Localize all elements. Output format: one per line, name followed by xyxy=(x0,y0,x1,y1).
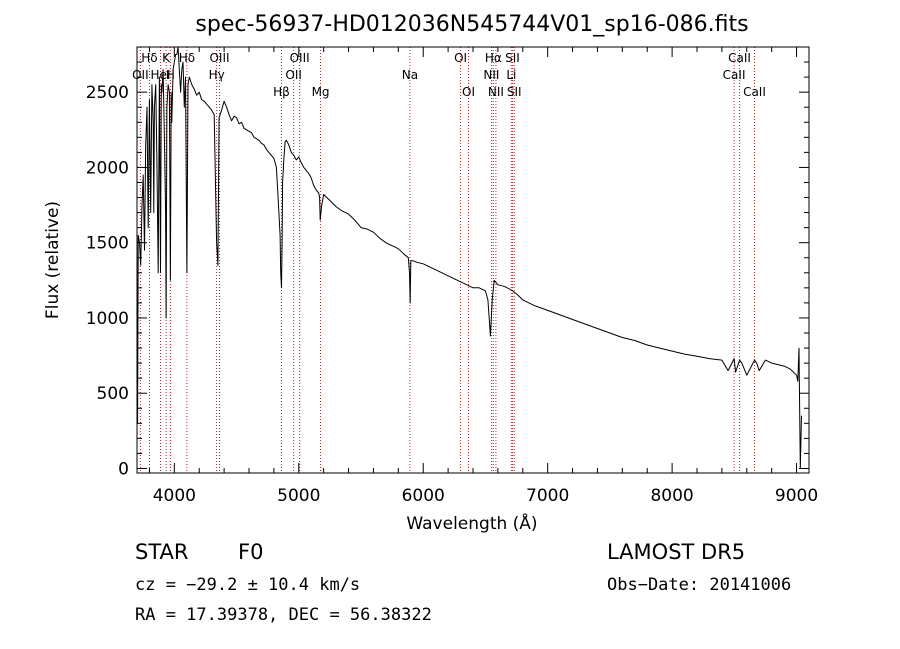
marker-label-0: Hδ xyxy=(141,51,157,65)
chart-title: spec-56937-HD012036N545744V01_sp16-086.f… xyxy=(195,12,748,37)
marker-label-20: SII xyxy=(507,85,522,99)
marker-label-19: NII xyxy=(488,85,504,99)
marker-label-5: H xyxy=(166,68,175,82)
x-tick-label-0: 4000 xyxy=(153,486,196,506)
marker-label-21: CaII xyxy=(728,51,751,65)
x-tick-label-3: 7000 xyxy=(526,486,569,506)
marker-label-16: SII xyxy=(505,51,520,65)
y-tick-label-2: 1000 xyxy=(86,309,129,329)
line-markers xyxy=(139,47,755,473)
x-tick-label-4: 8000 xyxy=(650,486,693,506)
marker-label-6: OIII xyxy=(209,51,229,65)
marker-label-9: OII xyxy=(285,68,302,82)
x-tick-label-5: 9000 xyxy=(775,486,818,506)
marker-label-4: HeI xyxy=(151,68,171,82)
y-tick-label-0: 0 xyxy=(118,459,129,479)
x-tick-label-2: 6000 xyxy=(402,486,445,506)
y-tick-label-5: 2500 xyxy=(86,83,129,103)
marker-label-11: Mg xyxy=(312,85,330,99)
spectrum-line xyxy=(136,46,802,469)
y-axis-ticks: 0 500 1000 1500 2000 2500 xyxy=(86,61,809,479)
marker-label-23: CaII xyxy=(743,85,766,99)
marker-label-12: Na xyxy=(402,68,418,82)
marker-label-1: K xyxy=(162,51,171,65)
x-axis-label: Wavelength (Å) xyxy=(406,512,537,534)
x-tick-label-1: 5000 xyxy=(277,486,320,506)
x-axis-ticks: 4000 5000 6000 7000 8000 9000 xyxy=(148,47,818,506)
spectral-subclass: F0 xyxy=(238,540,263,564)
marker-label-13: OI xyxy=(454,51,467,65)
marker-label-14: OI xyxy=(462,85,475,99)
y-axis-label: Flux (relative) xyxy=(43,201,63,319)
marker-label-7: Hγ xyxy=(209,68,225,82)
y-tick-label-3: 1500 xyxy=(86,234,129,254)
plot-frame xyxy=(136,46,810,474)
survey-name: LAMOST DR5 xyxy=(607,540,745,564)
marker-label-22: CaII xyxy=(723,68,746,82)
redshift-text: cz = −29.2 ± 10.4 km/s xyxy=(135,575,360,595)
y-tick-label-4: 2000 xyxy=(86,158,129,178)
marker-label-8: OIII xyxy=(290,51,310,65)
coordinates: RA = 17.39378, DEC = 56.38322 xyxy=(135,605,432,625)
obs-date: Obs−Date: 20141006 xyxy=(607,575,791,595)
marker-label-18: Li xyxy=(506,68,516,82)
marker-label-10: Hβ xyxy=(273,85,290,99)
y-tick-label-1: 500 xyxy=(97,384,129,404)
marker-label-3: OII xyxy=(132,68,149,82)
marker-label-2: Hδ xyxy=(179,51,195,65)
object-class: STAR xyxy=(135,540,188,564)
marker-label-17: NII xyxy=(483,68,499,82)
marker-label-15: Hα xyxy=(485,51,502,65)
